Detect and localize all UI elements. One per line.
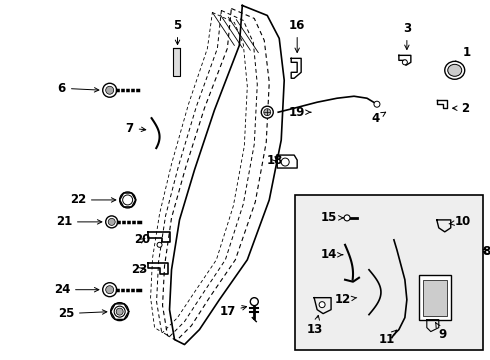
Text: 8: 8 [483,245,490,258]
Circle shape [374,101,380,107]
Circle shape [106,86,114,94]
Text: 24: 24 [53,283,99,296]
Text: 17: 17 [219,305,246,318]
Text: 5: 5 [173,19,182,45]
Text: 4: 4 [372,112,386,125]
Text: 21: 21 [56,215,102,228]
Bar [295,195,483,350]
Circle shape [103,283,117,297]
Bar [172,48,179,76]
Text: 3: 3 [403,22,411,49]
Bar [419,275,451,320]
Bar [423,280,447,316]
Text: 14: 14 [321,248,343,261]
Circle shape [281,158,289,166]
Text: 7: 7 [125,122,146,135]
Circle shape [157,242,162,247]
Text: 20: 20 [134,233,151,246]
Circle shape [106,216,118,228]
Ellipse shape [445,61,465,79]
Text: 6: 6 [58,82,99,95]
Circle shape [402,60,407,65]
Text: 19: 19 [289,106,311,119]
Text: 1: 1 [454,46,471,66]
Ellipse shape [448,64,462,76]
Circle shape [114,306,125,317]
Circle shape [319,302,325,308]
Text: 11: 11 [379,330,396,346]
Text: 25: 25 [58,307,107,320]
Text: 13: 13 [307,315,323,336]
Circle shape [250,298,258,306]
Circle shape [108,219,115,225]
Circle shape [264,109,271,116]
Text: 2: 2 [453,102,469,115]
Text: 10: 10 [449,215,471,228]
Text: 12: 12 [335,293,357,306]
Text: 22: 22 [70,193,116,206]
Text: 9: 9 [436,323,447,341]
Text: 16: 16 [289,19,305,53]
Circle shape [122,195,133,205]
Text: 18: 18 [267,154,283,167]
Circle shape [116,308,123,315]
Circle shape [103,83,117,97]
Circle shape [261,106,273,118]
Circle shape [120,192,136,208]
Text: 23: 23 [131,263,148,276]
Text: 15: 15 [321,211,343,224]
Circle shape [344,215,350,221]
Circle shape [111,303,129,321]
Circle shape [106,286,114,294]
